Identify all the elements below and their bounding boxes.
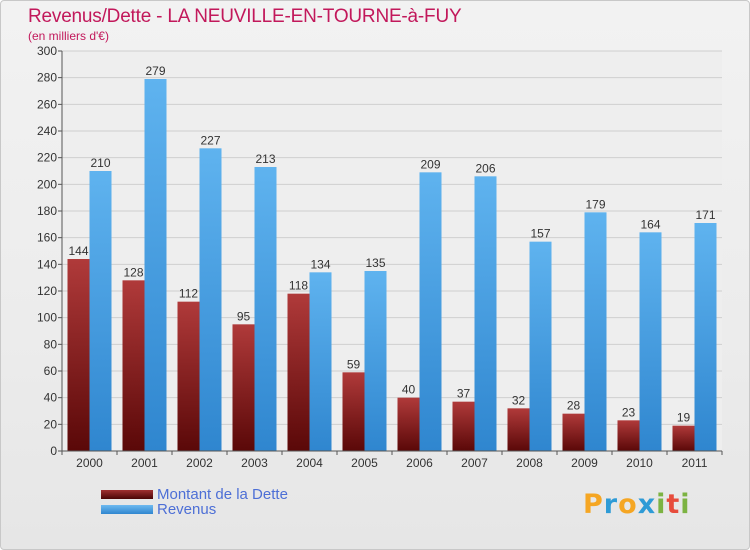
legend-label-debt: Montant de la Dette (157, 486, 288, 503)
logo-letter: r (603, 489, 619, 520)
bar-debt (287, 293, 310, 451)
logo-letter: t (666, 489, 681, 520)
data-label-revenue: 157 (530, 227, 550, 241)
data-label-debt: 40 (402, 383, 416, 397)
data-label-debt: 37 (457, 387, 471, 401)
bar-debt (232, 324, 255, 451)
x-tick-label: 2002 (186, 456, 213, 470)
logo-letter: P (583, 489, 604, 520)
legend-swatch-debt (101, 490, 153, 499)
data-label-revenue: 206 (475, 161, 495, 175)
data-label-revenue: 279 (145, 64, 165, 78)
x-tick-label: 2009 (571, 456, 598, 470)
y-tick-label: 120 (37, 284, 57, 298)
data-label-revenue: 209 (420, 157, 440, 171)
bar-revenue (254, 167, 277, 451)
bar-revenue (364, 271, 387, 451)
bar-revenue (529, 241, 552, 451)
bar-debt (452, 401, 475, 451)
y-tick-label: 260 (37, 97, 57, 111)
y-tick-label: 200 (37, 177, 57, 191)
x-tick-label: 2001 (131, 456, 158, 470)
data-label-revenue: 164 (640, 217, 660, 231)
y-tick-label: 140 (37, 257, 57, 271)
data-label-revenue: 213 (255, 152, 275, 166)
bar-revenue (639, 232, 662, 451)
data-label-debt: 23 (622, 405, 636, 419)
chart-subtitle: (en milliers d'€) (28, 29, 109, 43)
legend-label-revenue: Revenus (157, 501, 217, 518)
data-label-revenue: 227 (200, 133, 220, 147)
data-label-debt: 19 (677, 411, 691, 425)
bar-debt (507, 408, 530, 451)
x-tick-label: 2003 (241, 456, 268, 470)
data-label-revenue: 210 (90, 156, 110, 170)
data-label-debt: 28 (567, 399, 581, 413)
y-tick-label: 240 (37, 124, 57, 138)
data-label-debt: 128 (123, 265, 143, 279)
y-tick-label: 80 (44, 337, 58, 351)
x-tick-label: 2000 (76, 456, 103, 470)
data-label-debt: 112 (179, 287, 198, 301)
data-label-debt: 59 (347, 357, 361, 371)
y-tick-label: 180 (37, 204, 57, 218)
y-tick-label: 220 (37, 151, 57, 165)
data-label-debt: 95 (237, 309, 251, 323)
y-tick-label: 300 (37, 44, 57, 58)
data-label-revenue: 135 (365, 256, 385, 270)
bar-revenue (474, 176, 497, 452)
bar-debt (177, 301, 200, 451)
x-tick-label: 2005 (351, 456, 378, 470)
y-tick-label: 0 (50, 444, 57, 458)
bar-debt (397, 397, 420, 451)
plot-area (62, 51, 722, 451)
bar-debt (67, 259, 90, 451)
y-tick-label: 20 (44, 417, 58, 431)
bar-debt (617, 420, 640, 451)
bar-debt (342, 372, 365, 451)
bar-debt (672, 425, 695, 451)
bar-revenue (584, 212, 607, 451)
chart-title: Revenus/Dette - LA NEUVILLE-EN-TOURNE-à-… (28, 6, 462, 27)
y-tick-label: 40 (44, 391, 58, 405)
data-label-debt: 32 (512, 393, 526, 407)
bar-revenue (89, 171, 112, 451)
bar-revenue (419, 172, 442, 452)
bar-revenue (144, 79, 167, 451)
legend-swatch-revenue (101, 505, 153, 514)
y-tick-label: 100 (37, 311, 57, 325)
x-tick-label: 2011 (682, 456, 708, 470)
data-label-revenue: 134 (310, 257, 330, 271)
x-tick-label: 2008 (516, 456, 543, 470)
x-tick-label: 2006 (406, 456, 433, 470)
bar-revenue (694, 223, 717, 451)
data-label-revenue: 171 (695, 208, 715, 222)
logo-letter: x (637, 489, 657, 520)
x-tick-label: 2004 (296, 456, 323, 470)
data-label-debt: 118 (289, 279, 308, 293)
y-tick-label: 60 (44, 364, 58, 378)
x-tick-label: 2010 (626, 456, 653, 470)
data-label-debt: 144 (68, 244, 88, 258)
axis-layer: 0 20 40 60 80 100 120 140 160 180 200 220 240 260 280 3… (37, 44, 723, 470)
logo-letter: o (618, 489, 638, 520)
y-tick-label: 160 (37, 231, 57, 245)
proxiti-logo: Proxiti (583, 489, 691, 520)
bar-layer (67, 79, 717, 452)
bar-debt (562, 413, 585, 451)
x-tick-label: 2007 (461, 456, 488, 470)
grid-layer (62, 50, 722, 452)
logo-letter: i (656, 489, 667, 520)
bar-revenue (309, 272, 332, 451)
y-tick-label: 280 (37, 71, 57, 85)
logo-letter: i (680, 489, 691, 520)
data-label-revenue: 179 (585, 197, 605, 211)
bar-revenue (199, 148, 222, 452)
bar-debt (122, 280, 145, 451)
